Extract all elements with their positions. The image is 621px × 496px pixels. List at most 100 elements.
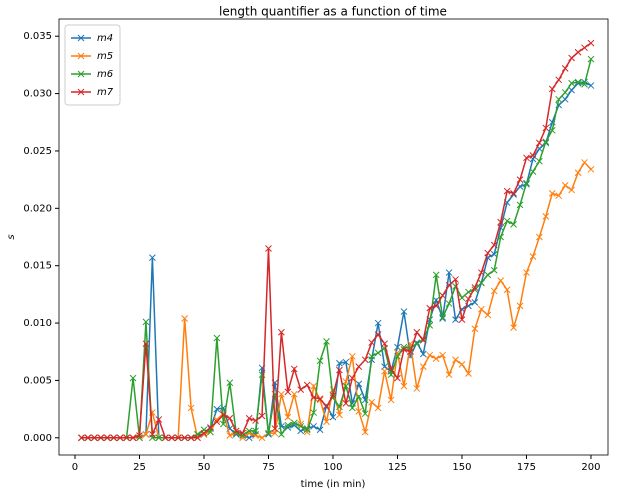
marker: [407, 348, 414, 356]
marker: [239, 432, 247, 439]
marker: [258, 434, 266, 442]
marker: [381, 367, 388, 375]
marker: [84, 434, 92, 442]
marker: [400, 346, 408, 353]
marker: [290, 390, 298, 398]
marker: [155, 416, 163, 423]
legend-label: m4: [97, 33, 113, 44]
marker: [329, 391, 337, 399]
marker: [445, 269, 453, 276]
legend-marker: [77, 70, 85, 78]
marker: [529, 152, 537, 159]
marker: [284, 413, 292, 421]
marker: [207, 424, 214, 431]
marker: [374, 331, 382, 338]
marker: [555, 95, 563, 103]
marker: [355, 408, 363, 415]
y-axis-label: s: [6, 234, 17, 239]
marker: [129, 434, 137, 442]
legend-marker: [77, 52, 85, 60]
marker: [548, 190, 556, 197]
marker: [561, 64, 569, 72]
marker: [387, 396, 395, 404]
marker: [290, 419, 298, 427]
marker: [303, 381, 311, 389]
marker: [78, 434, 85, 442]
marker: [149, 430, 156, 438]
marker: [226, 432, 234, 439]
marker: [490, 287, 498, 295]
marker: [452, 276, 459, 283]
marker: [477, 279, 485, 287]
marker: [490, 266, 498, 274]
series: [78, 39, 595, 442]
marker: [587, 165, 595, 173]
marker: [471, 284, 479, 291]
marker: [381, 340, 388, 348]
marker: [174, 434, 182, 442]
line: [81, 42, 592, 439]
marker: [278, 390, 285, 398]
marker: [516, 176, 524, 183]
marker: [103, 434, 111, 442]
marker: [574, 79, 582, 87]
marker: [445, 281, 453, 289]
marker: [342, 382, 350, 390]
marker: [561, 95, 569, 103]
y-tick-label: 0.030: [23, 89, 52, 100]
marker: [374, 319, 382, 327]
marker: [413, 340, 421, 348]
marker: [510, 190, 517, 197]
legend-marker: [77, 88, 85, 96]
marker: [258, 412, 266, 420]
marker: [271, 425, 279, 432]
marker: [187, 404, 195, 412]
y-tick-label: 0.020: [23, 203, 52, 214]
marker: [323, 418, 330, 426]
marker: [310, 382, 317, 390]
marker: [336, 366, 343, 374]
marker: [574, 169, 582, 177]
marker: [581, 81, 588, 88]
marker: [355, 380, 363, 388]
marker: [458, 294, 466, 302]
marker: [574, 78, 582, 86]
marker: [516, 201, 524, 209]
marker: [523, 269, 530, 276]
marker: [181, 315, 188, 322]
marker: [400, 382, 408, 390]
marker: [342, 400, 350, 407]
x-axis-label: time (in min): [301, 479, 366, 490]
marker: [426, 304, 434, 312]
marker: [374, 349, 382, 357]
marker: [245, 414, 253, 422]
marker: [503, 217, 511, 225]
marker: [142, 340, 150, 348]
x-tick-label: 0: [72, 462, 78, 473]
marker: [149, 254, 156, 262]
marker: [355, 393, 363, 400]
marker: [568, 86, 575, 94]
marker: [426, 321, 434, 329]
marker: [336, 411, 343, 419]
marker: [548, 85, 556, 93]
marker: [323, 338, 330, 345]
marker: [484, 249, 492, 257]
marker: [374, 404, 382, 412]
marker: [310, 409, 317, 416]
marker: [555, 76, 563, 84]
marker: [368, 352, 376, 360]
marker: [587, 82, 595, 89]
marker: [213, 334, 221, 342]
marker: [213, 418, 221, 426]
marker: [219, 411, 227, 419]
marker: [548, 126, 556, 134]
marker: [432, 271, 440, 279]
marker: [394, 343, 401, 351]
marker: [490, 241, 498, 249]
marker: [574, 48, 582, 56]
marker: [200, 429, 208, 437]
marker: [581, 44, 588, 52]
marker: [419, 363, 427, 371]
marker: [445, 300, 453, 307]
